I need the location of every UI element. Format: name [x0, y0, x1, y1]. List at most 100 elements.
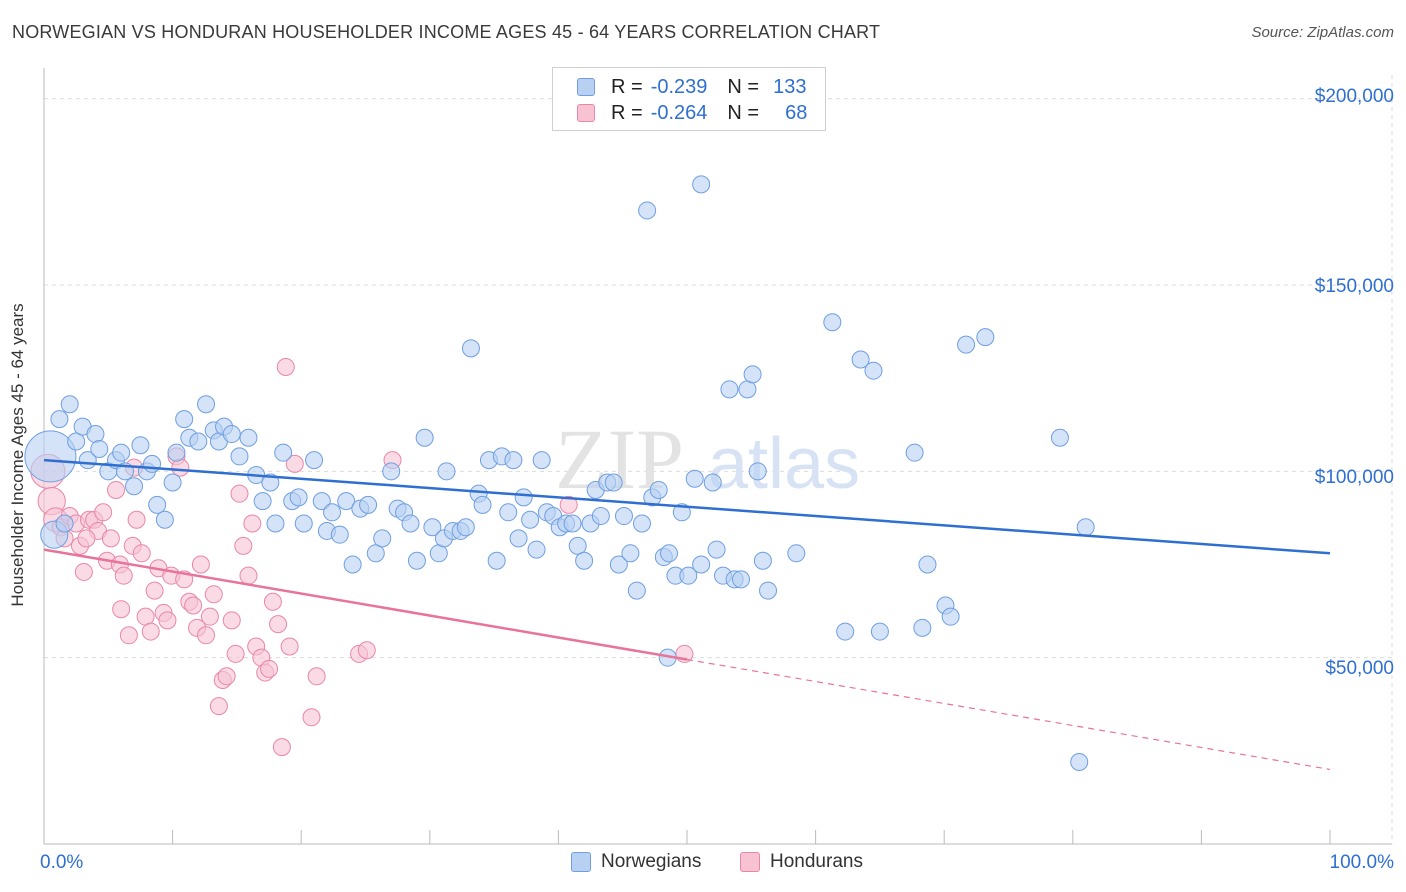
- norwegian-point: [343, 555, 362, 574]
- honduran-point: [107, 480, 126, 499]
- norwegian-point: [373, 529, 392, 548]
- norwegian-point: [437, 462, 456, 481]
- norwegian-point: [382, 462, 401, 481]
- norwegian-point: [499, 503, 518, 522]
- honduran-point: [94, 503, 113, 522]
- norwegian-point: [155, 510, 174, 529]
- norwegian-point: [563, 514, 582, 533]
- norwegian-point: [239, 428, 258, 447]
- honduran-point: [204, 585, 223, 604]
- norwegian-point: [230, 447, 249, 466]
- honduran-point: [171, 458, 190, 477]
- honduran-point: [357, 641, 376, 660]
- norwegian-point: [253, 492, 272, 511]
- honduran-point: [101, 529, 120, 548]
- norwegian-point: [851, 350, 870, 369]
- legend-row-hondurans: R = -0.264 N = 68: [577, 101, 807, 125]
- honduran-point: [226, 644, 245, 663]
- norwegian-point: [609, 555, 628, 574]
- norwegian-point: [759, 581, 778, 600]
- norwegian-point: [614, 507, 633, 526]
- legend-swatch-blue: [571, 852, 591, 872]
- norwegian-point: [261, 473, 280, 492]
- norwegian-point: [323, 503, 342, 522]
- norwegian-point: [289, 488, 308, 507]
- honduran-point: [132, 544, 151, 563]
- norwegian-point: [568, 536, 587, 555]
- honduran-point: [145, 581, 164, 600]
- norwegian-point: [532, 451, 551, 470]
- trend-lines: [43, 458, 1331, 771]
- norwegian-point: [918, 555, 937, 574]
- legend-swatch-pink: [577, 104, 595, 122]
- norwegian-point: [1050, 428, 1069, 447]
- norwegian-point: [649, 480, 668, 499]
- norwegian-point: [707, 540, 726, 559]
- honduran-point: [112, 600, 131, 619]
- y-tick-label: $150,000: [1314, 276, 1394, 297]
- norwegian-point: [703, 473, 722, 492]
- honduran-point: [191, 555, 210, 574]
- norwegian-point: [753, 551, 772, 570]
- honduran-point: [230, 484, 249, 503]
- honduran-point: [209, 697, 228, 716]
- norwegian-point: [679, 566, 698, 585]
- norwegian-point: [604, 473, 623, 492]
- norwegian-point: [504, 451, 523, 470]
- y-tick-label: $200,000: [1314, 86, 1394, 107]
- y-tick-label: $50,000: [1325, 658, 1394, 679]
- norwegian-point: [148, 495, 167, 514]
- norwegian-point: [692, 175, 711, 194]
- norwegian-point: [823, 313, 842, 332]
- norwegian-point: [175, 410, 194, 429]
- norwegian-point: [50, 410, 69, 429]
- norwegian-point: [976, 328, 995, 347]
- norwegian-point: [423, 518, 442, 537]
- honduran-point: [127, 510, 146, 529]
- legend-r-value: -0.239: [650, 75, 708, 98]
- norwegian-point: [632, 514, 651, 533]
- honduran-point: [114, 566, 133, 585]
- norwegian-point: [24, 430, 77, 483]
- honduran-point: [158, 611, 177, 630]
- honduran-point: [285, 454, 304, 473]
- legend-n-value: 68: [785, 101, 808, 124]
- norwegian-point: [692, 555, 711, 574]
- norwegian-point: [125, 477, 144, 496]
- honduran-point: [302, 708, 321, 727]
- norwegian-point: [627, 581, 646, 600]
- x-tick-label-right: 100.0%: [1329, 852, 1394, 873]
- norwegian-point: [456, 518, 475, 537]
- norwegian-point: [870, 622, 889, 641]
- norwegian-point: [638, 201, 657, 220]
- norwegian-point: [957, 335, 976, 354]
- series-legend-hondurans[interactable]: Hondurans: [740, 851, 863, 873]
- legend-row-norwegians: R = -0.239 N = 133: [577, 75, 806, 99]
- norwegian-point: [274, 443, 293, 462]
- norwegian-point: [748, 462, 767, 481]
- series-legend-norwegians[interactable]: Norwegians: [571, 851, 701, 873]
- norwegian-point: [167, 443, 186, 462]
- norwegian-point: [67, 432, 86, 451]
- honduran-trend-extrapolation: [686, 658, 1331, 771]
- honduran-point: [239, 566, 258, 585]
- honduran-point: [184, 596, 203, 615]
- norwegian-point: [143, 454, 162, 473]
- norwegian-point: [461, 339, 480, 358]
- legend-r-label: R =: [611, 101, 643, 124]
- norwegian-point: [514, 488, 533, 507]
- honduran-point: [200, 607, 219, 626]
- correlation-legend: R = -0.239 N = 133 R = -0.264 N = 68: [552, 67, 826, 131]
- norwegian-point: [487, 551, 506, 570]
- legend-n-label: N =: [727, 101, 760, 124]
- norwegian-point: [527, 540, 546, 559]
- honduran-point: [260, 659, 279, 678]
- norwegian-point: [337, 492, 356, 511]
- norwegian-point: [743, 365, 762, 384]
- norwegian-point: [509, 529, 528, 548]
- honduran-point: [222, 611, 241, 630]
- norwegian-point: [407, 551, 426, 570]
- x-tick-label-left: 0.0%: [40, 852, 84, 873]
- honduran-point: [119, 626, 138, 645]
